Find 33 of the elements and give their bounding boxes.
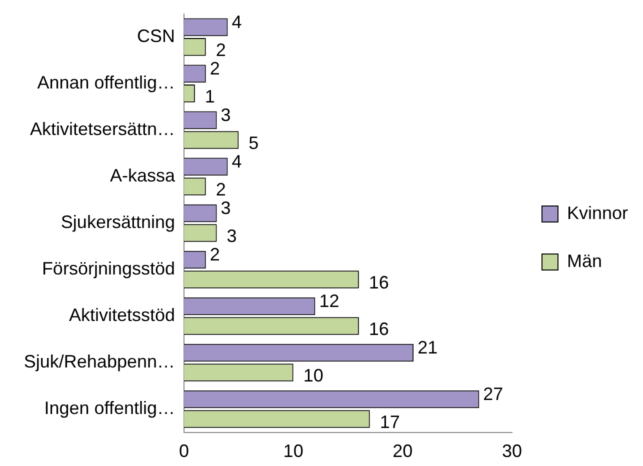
y-tick-label: Sjukersättning	[60, 212, 175, 232]
x-tick-label: 0	[178, 441, 190, 462]
y-tick-label: Sjuk/Rehabpenn…	[24, 352, 175, 372]
y-tick-label: A-kassa	[110, 166, 176, 186]
y-tick-label: Aktivitetsersättn…	[30, 119, 175, 140]
x-tick-label: 10	[283, 441, 304, 462]
data-label: 3	[220, 198, 231, 218]
data-label: 1	[204, 86, 215, 106]
y-tick-label: Ingen offentlig…	[44, 398, 175, 418]
data-label: 3	[220, 105, 231, 126]
legend-label: Män	[566, 250, 602, 271]
x-tick-label: 30	[502, 441, 522, 462]
data-label: 21	[418, 338, 438, 358]
legend-label: Kvinnor	[566, 202, 628, 223]
data-label: 5	[248, 132, 259, 153]
y-tick-label: Aktivitetsstöd	[68, 305, 175, 326]
data-label: 10	[303, 365, 324, 386]
data-label: 4	[232, 152, 242, 172]
data-label: 2	[216, 40, 226, 60]
data-label: 2	[210, 58, 220, 79]
data-label: 12	[319, 291, 340, 312]
y-tick-label: Försörjningsstöd	[42, 258, 175, 279]
y-tick-label: CSN	[136, 26, 175, 46]
data-label: 4	[232, 12, 242, 32]
data-label: 2	[216, 179, 226, 200]
data-label: 27	[483, 384, 504, 404]
data-label: 16	[368, 318, 389, 339]
data-label: 16	[368, 272, 389, 292]
y-tick-label: Annan offentlig…	[37, 72, 175, 93]
data-label: 3	[226, 226, 237, 246]
x-tick-label: 20	[392, 441, 413, 462]
data-label: 17	[380, 412, 400, 432]
data-label: 2	[210, 244, 220, 265]
